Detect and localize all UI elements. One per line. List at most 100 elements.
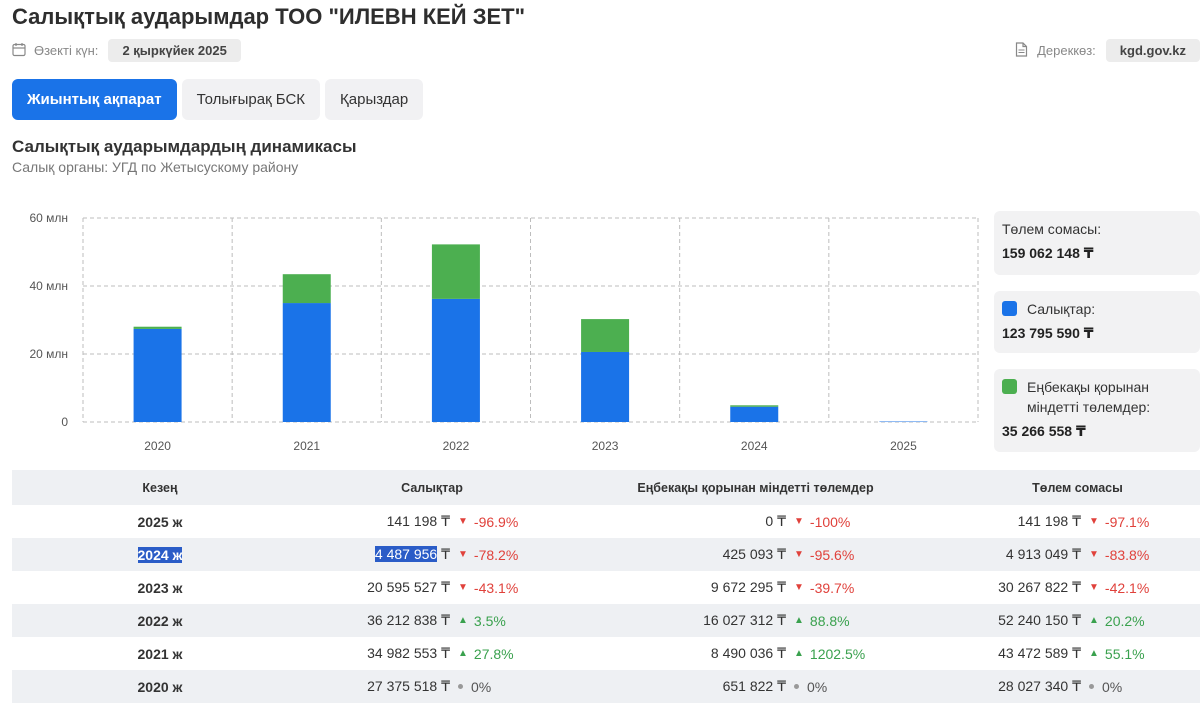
period-cell: 2023 ж xyxy=(137,579,183,596)
bar-taxes-2024[interactable] xyxy=(730,406,779,422)
change-percent: -78.2% xyxy=(473,546,519,563)
taxes-cell: 4 487 956 ₸ ▼ -78.2% xyxy=(308,538,556,571)
relevance-label: Өзекті күн: xyxy=(34,42,99,58)
payroll-cell: 0 ₸ ▼ -100% xyxy=(556,505,955,538)
bar-payroll-2022[interactable] xyxy=(431,244,480,299)
neutral-dot-icon xyxy=(794,684,799,689)
payroll-cell: 8 490 036 ₸ ▲ 1202.5% xyxy=(556,637,955,670)
calendar-icon xyxy=(12,42,26,58)
amount: 4 487 956 ₸ xyxy=(374,546,450,562)
amount: 27 375 518 ₸ xyxy=(367,678,450,694)
source-info: Дереккөз: kgd.gov.kz xyxy=(1015,38,1200,62)
change-percent: -42.1% xyxy=(1104,579,1150,596)
taxes-swatch-icon xyxy=(1002,301,1017,316)
amount: 141 198 ₸ xyxy=(1017,513,1081,529)
period-cell: 2022 ж xyxy=(12,604,308,637)
bar-payroll-2020[interactable] xyxy=(133,326,182,329)
change-percent: 55.1% xyxy=(1104,645,1145,662)
arrow-up-icon: ▲ xyxy=(794,615,804,626)
total-cell: 52 240 150 ₸ ▲ 20.2% xyxy=(955,604,1200,637)
bar-taxes-2023[interactable] xyxy=(581,351,630,422)
header-period: Кезең xyxy=(12,470,308,505)
table-row[interactable]: 2021 ж 34 982 553 ₸ ▲ 27.8% 8 490 036 ₸ ▲ 1202… xyxy=(12,637,1200,670)
arrow-down-icon: ▼ xyxy=(794,549,804,560)
change-percent: 3.5% xyxy=(473,612,506,629)
x-tick-label: 2020 xyxy=(144,439,171,453)
arrow-up-icon: ▲ xyxy=(1089,648,1099,659)
arrow-down-icon: ▼ xyxy=(458,516,468,527)
neutral-dot-icon xyxy=(458,684,463,689)
bar-taxes-2020[interactable] xyxy=(133,328,182,422)
bar-taxes-2021[interactable] xyxy=(282,303,331,422)
y-tick-label: 40 млн xyxy=(29,279,68,293)
legend-taxes-value: 123 795 590 ₸ xyxy=(1002,325,1094,341)
total-cell: 4 913 049 ₸ ▼ -83.8% xyxy=(955,538,1200,571)
bar-payroll-2024[interactable] xyxy=(730,405,779,407)
arrow-down-icon: ▼ xyxy=(458,549,468,560)
bar-taxes-2022[interactable] xyxy=(431,298,480,422)
header-taxes: Салықтар xyxy=(308,470,556,505)
section-subtitle: Салық органы: УГД по Жетысускому району xyxy=(12,159,299,175)
taxes-cell: 36 212 838 ₸ ▲ 3.5% xyxy=(308,604,556,637)
source-link[interactable]: kgd.gov.kz xyxy=(1105,38,1200,62)
section-title: Салықтық аударымдардың динамикасы xyxy=(12,137,357,156)
x-tick-label: 2022 xyxy=(443,439,470,453)
change-percent: -97.1% xyxy=(1104,513,1150,530)
change-percent: -83.8% xyxy=(1104,546,1150,563)
table-row[interactable]: 2020 ж 27 375 518 ₸ 0% 651 822 ₸ 0% 28 027 34… xyxy=(12,670,1200,703)
source-label: Дереккөз: xyxy=(1037,42,1096,58)
tab-summary[interactable]: Жиынтық ақпарат xyxy=(12,79,177,120)
table-row[interactable]: 2022 ж 36 212 838 ₸ ▲ 3.5% 16 027 312 ₸ ▲ 88.8… xyxy=(12,604,1200,637)
taxes-cell: 27 375 518 ₸ 0% xyxy=(308,670,556,703)
x-tick-label: 2021 xyxy=(293,439,320,453)
table-row[interactable]: 2025 ж 141 198 ₸ ▼ -96.9% 0 ₸ ▼ -100% 141 198 ₸… xyxy=(12,505,1200,538)
arrow-up-icon: ▲ xyxy=(458,615,468,626)
table-row[interactable]: 2024 ж 4 487 956 ₸ ▼ -78.2% 425 093 ₸ ▼ -95.6%… xyxy=(12,538,1200,571)
tab-details-bsk[interactable]: Толығырақ БСК xyxy=(181,79,321,120)
bar-payroll-2021[interactable] xyxy=(282,274,331,304)
period-cell: 2020 ж xyxy=(12,670,308,703)
change-percent: 20.2% xyxy=(1104,612,1145,629)
tax-chart: 0 20 млн 40 млн 60 млн 2020 2021 2022 2023 2024 2… xyxy=(29,211,979,453)
change-percent: 0% xyxy=(471,678,492,695)
amount: 30 267 822 ₸ xyxy=(998,579,1081,595)
payroll-swatch-icon xyxy=(1002,379,1017,394)
amount: 20 595 527 ₸ xyxy=(367,579,450,595)
arrow-down-icon: ▼ xyxy=(1089,516,1099,527)
y-tick-label: 60 млн xyxy=(29,211,68,225)
total-cell: 28 027 340 ₸ 0% xyxy=(955,670,1200,703)
y-tick-label: 20 млн xyxy=(29,347,68,361)
change-percent: -95.6% xyxy=(809,546,855,563)
amount: 425 093 ₸ xyxy=(722,546,786,562)
neutral-dot-icon xyxy=(1089,684,1094,689)
arrow-down-icon: ▼ xyxy=(794,516,804,527)
legend-payroll: Еңбекақы қорынан міндетті төлемдер: 35 2… xyxy=(994,369,1200,452)
change-percent: 1202.5% xyxy=(809,645,866,662)
total-cell: 30 267 822 ₸ ▼ -42.1% xyxy=(955,571,1200,604)
legend-payroll-value: 35 266 558 ₸ xyxy=(1002,423,1086,439)
taxes-cell: 34 982 553 ₸ ▲ 27.8% xyxy=(308,637,556,670)
payroll-cell: 9 672 295 ₸ ▼ -39.7% xyxy=(556,571,955,604)
period-cell: 2024 ж xyxy=(12,538,308,571)
legend-total-value: 159 062 148 ₸ xyxy=(1002,245,1094,261)
change-percent: 88.8% xyxy=(809,612,850,629)
taxes-cell: 141 198 ₸ ▼ -96.9% xyxy=(308,505,556,538)
amount: 36 212 838 ₸ xyxy=(367,612,450,628)
tab-debts[interactable]: Қарыздар xyxy=(325,79,424,120)
table-row[interactable]: 2023 ж 20 595 527 ₸ ▼ -43.1% 9 672 295 ₸ ▼ -39… xyxy=(12,571,1200,604)
amount: 9 672 295 ₸ xyxy=(710,579,786,595)
bar-taxes-2025[interactable] xyxy=(879,421,928,423)
taxes-cell: 20 595 527 ₸ ▼ -43.1% xyxy=(308,571,556,604)
arrow-up-icon: ▲ xyxy=(458,648,468,659)
bar-payroll-2023[interactable] xyxy=(581,319,630,352)
change-percent: -39.7% xyxy=(809,579,855,596)
tabs: Жиынтық ақпарат Толығырақ БСК Қарыздар xyxy=(12,79,424,120)
arrow-down-icon: ▼ xyxy=(1089,549,1099,560)
legend-total-label: Төлем сомасы: xyxy=(1002,221,1102,237)
amount: 4 913 049 ₸ xyxy=(1005,546,1081,562)
total-cell: 43 472 589 ₸ ▲ 55.1% xyxy=(955,637,1200,670)
payroll-cell: 651 822 ₸ 0% xyxy=(556,670,955,703)
legend-payroll-label: Еңбекақы қорынан міндетті төлемдер: xyxy=(1027,379,1151,415)
relevance-date-pill: 2 қыркүйек 2025 xyxy=(108,38,241,62)
change-percent: 0% xyxy=(1102,678,1123,695)
